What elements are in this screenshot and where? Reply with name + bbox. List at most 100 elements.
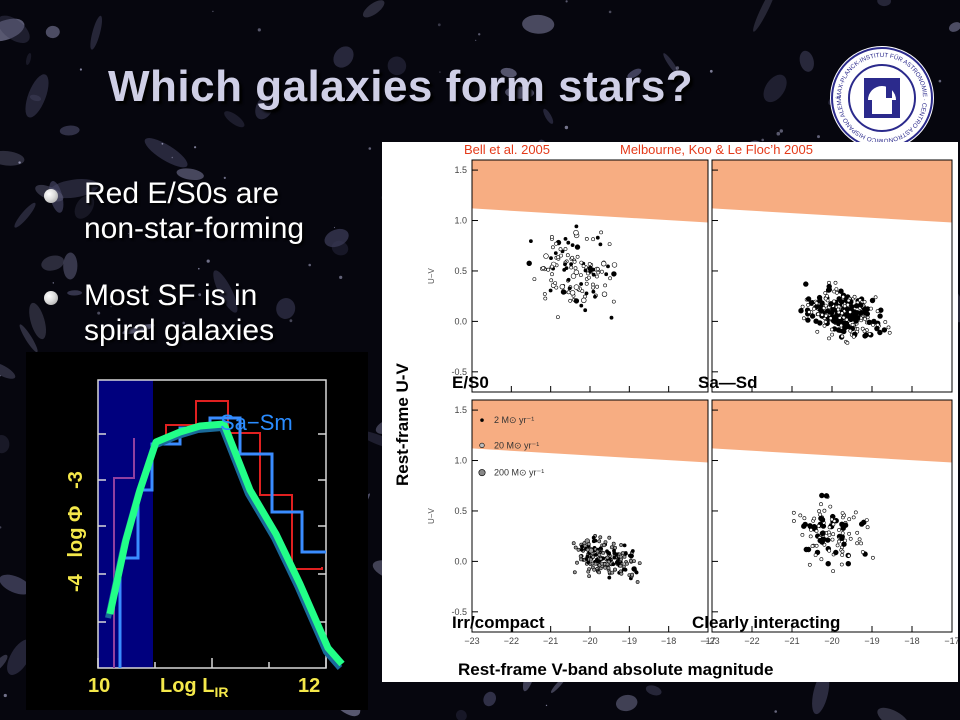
data-point bbox=[825, 537, 831, 543]
data-point bbox=[550, 272, 554, 277]
background-galaxy bbox=[0, 435, 10, 454]
x-axis-label: Rest-frame V-band absolute magnitude bbox=[458, 660, 774, 679]
data-point bbox=[853, 510, 858, 515]
data-point bbox=[567, 286, 572, 291]
background-galaxy bbox=[41, 255, 65, 271]
data-point bbox=[840, 525, 846, 531]
y-tick-label: 1.0 bbox=[454, 456, 467, 466]
data-point bbox=[812, 516, 817, 521]
background-star bbox=[223, 176, 226, 179]
data-point bbox=[586, 560, 591, 565]
data-point bbox=[846, 553, 851, 558]
data-point bbox=[586, 542, 591, 546]
data-point bbox=[801, 523, 807, 529]
data-point bbox=[815, 329, 820, 334]
data-point bbox=[832, 299, 836, 304]
data-point bbox=[573, 284, 580, 290]
y-tick-label: 0.5 bbox=[454, 266, 467, 276]
data-point bbox=[579, 260, 584, 265]
data-point bbox=[619, 571, 624, 576]
data-point bbox=[803, 546, 809, 553]
data-point bbox=[599, 561, 604, 566]
data-point bbox=[813, 318, 819, 324]
background-galaxy bbox=[224, 111, 245, 128]
background-galaxy bbox=[19, 324, 38, 353]
background-star bbox=[779, 129, 783, 133]
background-galaxy bbox=[67, 290, 82, 296]
background-galaxy bbox=[0, 15, 30, 44]
data-point bbox=[620, 551, 625, 556]
data-point bbox=[542, 292, 547, 296]
background-star bbox=[257, 28, 261, 32]
data-point bbox=[607, 535, 612, 540]
data-point bbox=[805, 296, 812, 302]
data-point bbox=[591, 272, 596, 277]
background-galaxy bbox=[522, 14, 555, 34]
data-point bbox=[831, 569, 836, 574]
data-point bbox=[836, 307, 841, 312]
data-point bbox=[860, 326, 865, 331]
data-point bbox=[830, 537, 835, 542]
background-star bbox=[161, 142, 164, 145]
luminosity-function-svg: Sa−Sm -4 log Φ -3 10 12 Log LIR bbox=[26, 352, 368, 710]
panel-axis-label: U−V bbox=[427, 508, 436, 524]
color-magnitude-svg: Bell et al. 2005 Melbourne, Koo & Le Flo… bbox=[393, 142, 960, 679]
data-point bbox=[614, 552, 619, 557]
background-star bbox=[171, 156, 174, 159]
data-point bbox=[591, 539, 596, 544]
background-galaxy bbox=[615, 694, 638, 712]
data-point bbox=[827, 336, 831, 341]
data-point bbox=[845, 302, 850, 307]
background-galaxy bbox=[213, 270, 238, 313]
data-point bbox=[610, 570, 615, 575]
data-point bbox=[825, 561, 831, 567]
background-galaxy bbox=[0, 150, 25, 166]
background-galaxy bbox=[255, 95, 274, 120]
data-point bbox=[840, 531, 845, 536]
data-point bbox=[603, 565, 608, 570]
data-point bbox=[590, 561, 595, 566]
data-point bbox=[581, 264, 586, 269]
data-point bbox=[591, 285, 596, 290]
background-galaxy bbox=[877, 0, 891, 7]
data-point bbox=[587, 262, 592, 266]
data-point bbox=[598, 242, 603, 247]
data-point bbox=[572, 259, 577, 264]
data-point bbox=[817, 537, 823, 544]
background-star bbox=[545, 704, 548, 707]
data-point bbox=[846, 298, 851, 303]
data-point bbox=[839, 562, 844, 567]
data-point bbox=[840, 511, 845, 516]
x-tick-label: −23 bbox=[704, 636, 719, 646]
data-point bbox=[814, 543, 819, 548]
scatter-points bbox=[798, 280, 892, 345]
data-point bbox=[812, 524, 818, 531]
data-point bbox=[855, 315, 861, 321]
data-point bbox=[579, 282, 584, 286]
data-point bbox=[632, 559, 636, 564]
data-point bbox=[609, 315, 614, 320]
data-point bbox=[611, 541, 616, 546]
data-point bbox=[563, 262, 567, 267]
data-point bbox=[563, 237, 568, 241]
data-point bbox=[823, 493, 830, 499]
background-star bbox=[206, 259, 210, 263]
data-point bbox=[573, 229, 579, 236]
background-star bbox=[127, 233, 130, 235]
data-point bbox=[604, 272, 609, 277]
data-point bbox=[543, 296, 548, 301]
data-point bbox=[863, 332, 869, 338]
x-tick-label: −22 bbox=[744, 636, 759, 646]
background-star bbox=[0, 375, 1, 377]
background-star bbox=[437, 23, 441, 27]
data-point bbox=[839, 323, 844, 328]
data-point bbox=[591, 535, 596, 540]
data-point bbox=[837, 539, 841, 544]
data-point bbox=[819, 517, 826, 523]
data-point bbox=[862, 329, 867, 334]
data-point bbox=[869, 297, 876, 304]
data-point bbox=[871, 318, 877, 325]
background-star bbox=[439, 71, 441, 73]
data-point bbox=[840, 334, 845, 339]
data-point bbox=[586, 275, 591, 280]
